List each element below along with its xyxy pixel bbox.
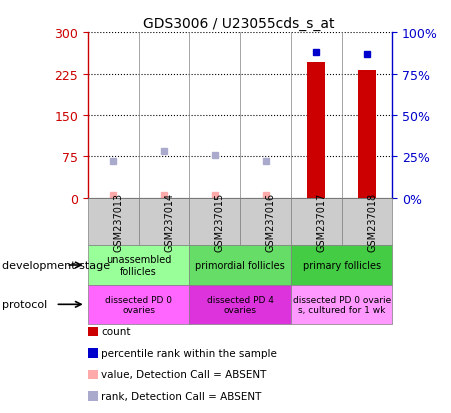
Text: dissected PD 0
ovaries: dissected PD 0 ovaries (105, 295, 172, 314)
Text: dissected PD 4
ovaries: dissected PD 4 ovaries (207, 295, 274, 314)
Text: GSM237015: GSM237015 (215, 192, 225, 252)
Text: unassembled
follicles: unassembled follicles (106, 254, 171, 276)
Text: value, Detection Call = ABSENT: value, Detection Call = ABSENT (101, 370, 267, 380)
Text: count: count (101, 327, 131, 337)
Text: dissected PD 0 ovarie
s, cultured for 1 wk: dissected PD 0 ovarie s, cultured for 1 … (293, 295, 391, 314)
Text: percentile rank within the sample: percentile rank within the sample (101, 348, 277, 358)
Text: protocol: protocol (2, 299, 47, 310)
Text: GSM237014: GSM237014 (164, 192, 174, 252)
Text: GSM237018: GSM237018 (367, 192, 377, 252)
Text: primary follicles: primary follicles (303, 260, 381, 271)
Text: GSM237013: GSM237013 (113, 192, 123, 252)
Text: GSM237017: GSM237017 (316, 192, 326, 252)
Bar (308, 63, 325, 198)
Text: primordial follicles: primordial follicles (195, 260, 285, 271)
Text: development stage: development stage (2, 260, 110, 271)
Text: rank, Detection Call = ABSENT: rank, Detection Call = ABSENT (101, 391, 262, 401)
Bar (358, 71, 376, 198)
Text: GSM237016: GSM237016 (266, 192, 276, 252)
Text: GDS3006 / U23055cds_s_at: GDS3006 / U23055cds_s_at (143, 17, 335, 31)
